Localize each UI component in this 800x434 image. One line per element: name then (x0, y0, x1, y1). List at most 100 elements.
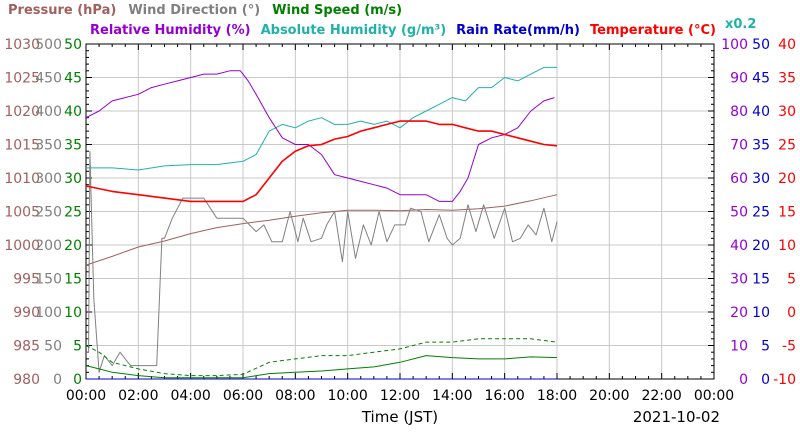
axis-wind-direction-tick-label: 450 (35, 71, 62, 87)
axis-rain-tick-label: 5 (761, 339, 770, 355)
x-axis: 00:00 02:00 04:00 06:00 08:00 10:00 12:00 14:00… (66, 388, 734, 404)
axis-wind-speed-tick-label: 45 (64, 71, 82, 87)
axis-pressure-tick-label: 1010 (4, 171, 40, 187)
axis-humidity-tick-label: 70 (730, 138, 748, 154)
axis-humidity-tick-label: 100 (721, 37, 748, 53)
axis-wind-direction-tick-label: 350 (35, 138, 62, 154)
axis-wind-speed-tick-label: 0 (73, 372, 82, 388)
axis-wind-direction-tick-label: 100 (35, 305, 62, 321)
x-tick-label: 06:00 (223, 388, 263, 404)
axis-rain-tick-label: 25 (752, 205, 770, 221)
x-tick-label: 14:00 (432, 388, 472, 404)
axis-pressure-tick-label: 985 (13, 339, 40, 355)
axis-pressure-tick-label: 1000 (4, 238, 40, 254)
x-tick-label: 00:00 (66, 388, 106, 404)
axis-rain-tick-label: 10 (752, 305, 770, 321)
axis-wind-direction-tick-label: 400 (35, 104, 62, 120)
x-tick-label: 10:00 (327, 388, 367, 404)
axis-pressure-tick-label: 1005 (4, 205, 40, 221)
x-tick-label: 16:00 (484, 388, 524, 404)
x-tick-label: 20:00 (589, 388, 629, 404)
x-tick-label: 08:00 (275, 388, 315, 404)
axis-temperature-tick-label: 35 (778, 71, 796, 87)
axis-temperature-tick-label: 20 (778, 171, 796, 187)
series-wind-speed-max-line (85, 338, 558, 377)
x-tick-label: 00:00 (694, 388, 734, 404)
axis-humidity-tick-label: 20 (730, 305, 748, 321)
axis-wind-direction-tick-label: 500 (35, 37, 62, 53)
legend-row-1: Pressure (hPa) Wind Direction (°) Wind Spe… (8, 3, 402, 18)
axis-wind-speed-tick-label: 30 (64, 171, 82, 187)
axis-wind-speed-tick-label: 35 (64, 138, 82, 154)
axis-humidity-tick-label: 90 (730, 71, 748, 87)
series-layer (85, 66, 558, 380)
axis-wind-direction-tick-label: 250 (35, 205, 62, 221)
axis-temperature-tick-label: 15 (778, 205, 796, 221)
axis-pressure-tick-label: 1030 (4, 37, 40, 53)
axis-humidity-tick-label: 10 (730, 339, 748, 355)
left-axes: 1030102510201015101010051000995990985980… (4, 37, 82, 388)
axis-wind-speed-tick-label: 20 (64, 238, 82, 254)
x-tick-label: 12:00 (380, 388, 420, 404)
scale-note: x0.2 (725, 17, 756, 32)
grid (86, 44, 714, 379)
legend-wind_speed: Wind Speed (m/s) (272, 3, 402, 18)
date-label: 2021-10-02 (633, 408, 720, 426)
x-tick-label: 04:00 (170, 388, 210, 404)
axis-wind-direction-tick-label: 200 (35, 238, 62, 254)
axis-humidity-tick-label: 30 (730, 272, 748, 288)
legend-humidity: Relative Humidity (%) (90, 23, 251, 38)
legend-row-2: Relative Humidity (%) Absolute Humidity (… (90, 23, 716, 38)
axis-pressure-tick-label: 980 (13, 372, 40, 388)
axis-rain-tick-label: 20 (752, 238, 770, 254)
axis-temperature-tick-label: 40 (778, 37, 796, 53)
axis-temperature-tick-label: 10 (778, 238, 796, 254)
axis-wind-direction-tick-label: 50 (44, 339, 62, 355)
legend-pressure: Pressure (hPa) (8, 3, 116, 18)
axis-wind-speed-tick-label: 15 (64, 272, 82, 288)
x-tick-label: 22:00 (641, 388, 681, 404)
x-axis-label: Time (JST) (361, 408, 438, 426)
axis-humidity-tick-label: 40 (730, 238, 748, 254)
axis-pressure-tick-label: 990 (13, 305, 40, 321)
axis-humidity-tick-label: 60 (730, 171, 748, 187)
axis-wind-speed-tick-label: 50 (64, 37, 82, 53)
axis-temperature-tick-label: -10 (773, 372, 796, 388)
axis-rain-tick-label: 45 (752, 71, 770, 87)
x-tick-label: 18:00 (537, 388, 577, 404)
series-abs-humidity-line (86, 66, 557, 171)
axis-temperature-tick-label: 5 (787, 272, 796, 288)
axis-wind-speed-tick-label: 10 (64, 305, 82, 321)
axis-wind-direction-tick-label: 0 (53, 372, 62, 388)
axis-wind-direction-tick-label: 300 (35, 171, 62, 187)
axis-wind-speed-tick-label: 40 (64, 104, 82, 120)
series-wind-speed-avg-line (85, 355, 558, 379)
axis-rain-tick-label: 50 (752, 37, 770, 53)
axis-humidity-tick-label: 0 (739, 372, 748, 388)
axis-rain-tick-label: 40 (752, 104, 770, 120)
axis-temperature-tick-label: 0 (787, 305, 796, 321)
axis-wind-speed-tick-label: 5 (73, 339, 82, 355)
axis-rain-tick-label: 15 (752, 272, 770, 288)
legend-temperature: Temperature (°C) (590, 23, 716, 38)
axis-pressure-tick-label: 995 (13, 272, 40, 288)
axis-wind-speed-tick-label: 25 (64, 205, 82, 221)
axis-rain-tick-label: 0 (761, 372, 770, 388)
axis-temperature-tick-label: -5 (782, 339, 796, 355)
legend-rain: Rain Rate(mm/h) (456, 23, 580, 38)
axis-pressure-tick-label: 1015 (4, 138, 40, 154)
axis-rain-tick-label: 30 (752, 171, 770, 187)
series-temperature-line (85, 120, 558, 203)
axis-temperature-tick-label: 30 (778, 104, 796, 120)
series-humidity-line (85, 70, 555, 202)
series-pressure-line (85, 194, 558, 266)
axis-rain-tick-label: 35 (752, 138, 770, 154)
axis-humidity-tick-label: 50 (730, 205, 748, 221)
axis-temperature-tick-label: 25 (778, 138, 796, 154)
right-axes: 1009080706050403020100504540353025201510… (721, 37, 796, 388)
series-wind-direction-line (86, 150, 558, 373)
x-tick-label: 02:00 (118, 388, 158, 404)
axis-humidity-tick-label: 80 (730, 104, 748, 120)
axis-pressure-tick-label: 1020 (4, 104, 40, 120)
